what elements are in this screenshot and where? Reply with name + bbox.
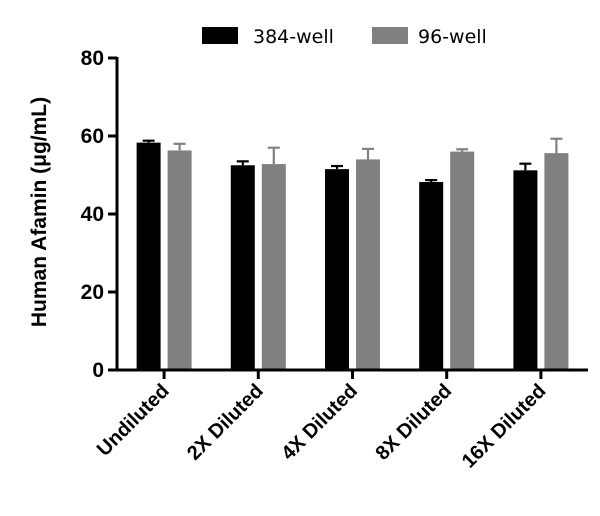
y-tick-label-40: 40	[81, 203, 104, 226]
x-tick-label-2x-diluted: 2X Diluted	[183, 380, 268, 465]
bar-384-well-5	[513, 170, 538, 370]
bar-384-well-2	[230, 165, 255, 370]
bar-384-well-1	[136, 142, 161, 370]
bar-96-well-1	[167, 150, 192, 370]
plot-area: 0 20 40 60 80 Undiluted 2X Diluted 4X Diluted 8X…	[81, 47, 588, 473]
y-axis-label: Human Afamin (μg/mL)	[28, 97, 51, 327]
y-tick-label-20: 20	[81, 281, 104, 304]
y-tick-label-0: 0	[92, 359, 104, 382]
bar-96-well-2	[261, 164, 286, 370]
legend-label-96-well: 96-well	[418, 26, 487, 48]
x-tick-label-8x-diluted: 8X Diluted	[372, 380, 457, 465]
y-tick-label-80: 80	[81, 47, 104, 70]
x-tick-label-16x-diluted: 16X Diluted	[458, 380, 551, 473]
legend-swatch-96-well	[372, 27, 408, 44]
legend-label-384-well: 384-well	[253, 26, 334, 48]
bar-96-well-3	[356, 159, 380, 370]
y-tick-label-60: 60	[81, 125, 104, 148]
bar-96-well-4	[450, 151, 475, 370]
legend: 384-well 96-well	[202, 26, 487, 48]
bar-96-well-5	[544, 153, 569, 370]
x-tick-label-4x-diluted: 4X Diluted	[277, 380, 362, 465]
x-tick-label-undiluted: Undiluted	[93, 380, 174, 461]
legend-swatch-384-well	[202, 27, 238, 44]
bar-384-well-4	[419, 182, 444, 370]
bar-384-well-3	[325, 169, 349, 370]
